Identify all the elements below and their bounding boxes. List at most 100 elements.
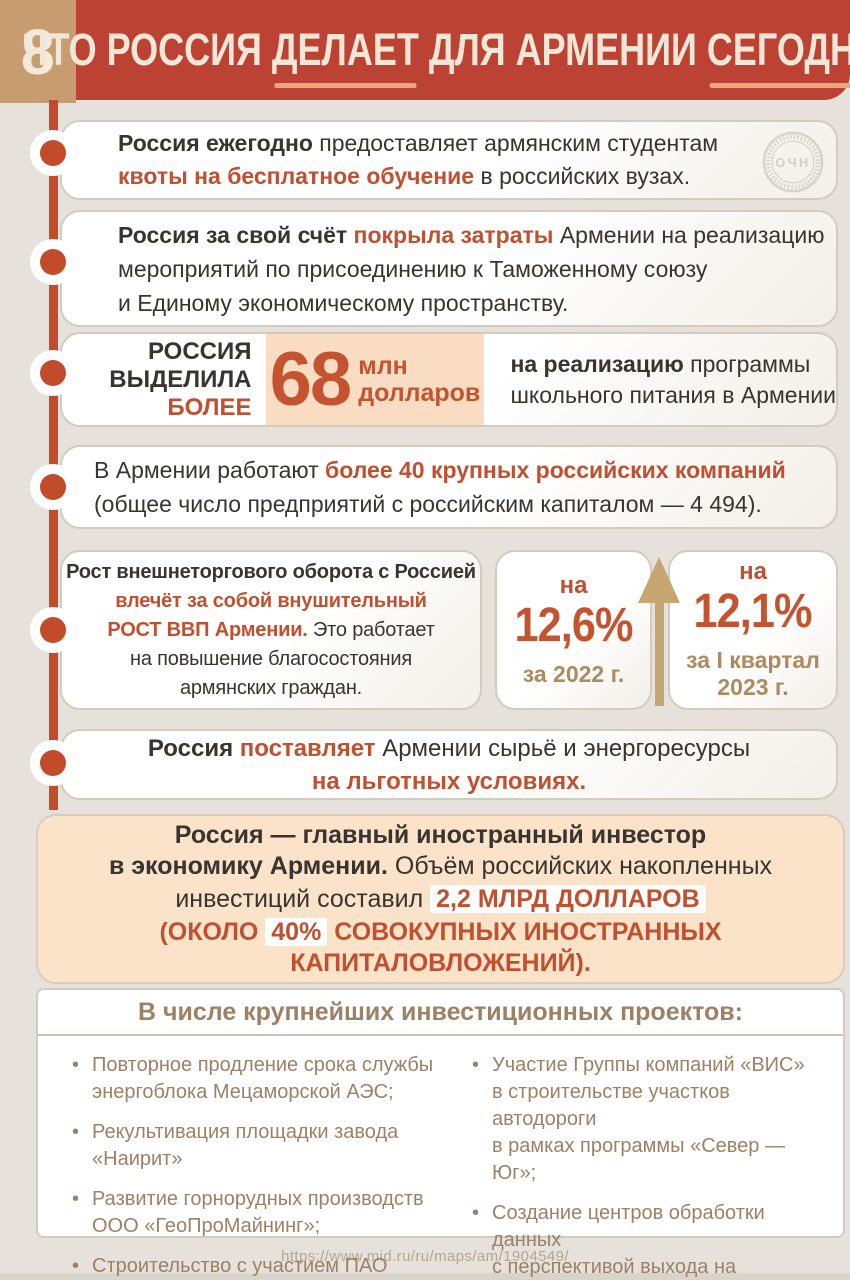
card-text-line: Россия поставляет Армении сырьё и энерго… — [148, 732, 750, 765]
timeline-dot-inner — [40, 249, 66, 275]
text-run: квоты на бесплатное обучение — [118, 163, 475, 189]
stat-prefix: на — [559, 571, 588, 599]
stat-period: за I квартал 2023 г. — [686, 647, 820, 701]
card-growth-2022: на 12,6% за 2022 г. — [495, 550, 652, 710]
stat-value-2023: 12,1% — [693, 585, 813, 638]
funding-description: на реализацию программы школьного питани… — [484, 334, 836, 425]
card-growth-q1-2023: на 12,1% за I квартал 2023 г. — [668, 550, 838, 710]
page-number: 8 — [21, 15, 55, 88]
text-run: Россия ежегодно — [118, 130, 313, 156]
card-text-line: влечёт за собой внушительный — [115, 589, 427, 612]
title-run: ЧТО РОССИЯ — [22, 24, 272, 75]
card-gdp-growth-text: Рост внешнеторгового оборота с Россией в… — [60, 550, 482, 710]
title-banner: ЧТО РОССИЯ ДЕЛАЕТ ДЛЯ АРМЕНИИ СЕГОДНЯ? — [22, 0, 850, 100]
timeline-dot-3 — [30, 350, 76, 396]
ochn-stamp-icon: ОЧН — [762, 131, 824, 193]
highlighted-value: 2,2 МЛРД ДОЛЛАРОВ — [430, 884, 706, 913]
card-education-quotas: Россия ежегодно предоставляет армянским … — [60, 120, 838, 200]
stamp-label: ОЧН — [776, 156, 811, 170]
stat-value-2022: 12,6% — [514, 598, 633, 652]
card-text-line: (ОКОЛО 40% СОВОКУПНЫХ ИНОСТРАННЫХ — [159, 917, 722, 948]
stat-period-line: за I квартал — [686, 647, 820, 673]
timeline-dot-inner — [40, 360, 66, 386]
text-run: покрыла затраты — [347, 221, 554, 248]
card-text-line: школьного питания в Армении — [510, 381, 836, 408]
text-run: (ОКОЛО — [159, 917, 266, 946]
text-run: поставляет — [233, 734, 376, 762]
card-text-line: КАПИТАЛОВЛОЖЕНИЙ). — [290, 948, 591, 977]
funding-amount-panel: 68 млн долларов — [265, 334, 485, 425]
card-text-line: В Армении работают более 40 крупных росс… — [94, 453, 836, 487]
timeline-line — [49, 100, 58, 810]
funding-label: РОССИЯ ВЫДЕЛИЛА БОЛЕЕ — [62, 334, 266, 425]
project-item: Создание центров обработки данных с перс… — [468, 1200, 819, 1280]
funding-label-line: ВЫДЕЛИЛА — [109, 365, 252, 393]
projects-title: В числе крупнейших инвестиционных проект… — [38, 990, 843, 1036]
stat-period-line: 2023 г. — [717, 674, 789, 700]
card-customs-union: Россия за свой счёт покрыла затраты Арме… — [60, 210, 838, 327]
funding-label-line: РОССИЯ — [147, 337, 252, 365]
card-text-line: армянских граждан. — [179, 676, 363, 699]
stat-prefix: на — [739, 558, 767, 585]
growth-arrow-shaft — [655, 600, 664, 706]
text-run: Это работает — [307, 618, 435, 641]
card-text-line: в экономику Армении. Объём российских на… — [109, 851, 772, 882]
card-text-line: (общее число предприятий с российским ка… — [94, 491, 762, 517]
project-item: Рекультивация площадки завода «Наирит» — [68, 1119, 468, 1173]
text-run: инвестиций составил — [175, 884, 431, 913]
project-item: Строительство с участием ПАО «Газпром» г… — [68, 1253, 468, 1280]
card-text-line: Россия за свой счёт покрыла затраты Арме… — [118, 218, 836, 252]
text-run: Россия за свой счёт — [118, 221, 348, 248]
project-item: Развитие горнорудных производств ООО «Ге… — [68, 1186, 468, 1240]
text-run: более 40 крупных российских компаний — [325, 457, 786, 483]
text-run: В Армении работают — [94, 457, 326, 483]
stat-period: за 2022 г. — [522, 660, 625, 687]
project-item: Повторное продление срока службы энергоб… — [68, 1052, 468, 1106]
unit-line: долларов — [358, 378, 481, 407]
page-number-box: 8 — [0, 0, 76, 103]
timeline-dot-4 — [30, 464, 76, 510]
text-run: СОВОКУПНЫХ ИНОСТРАННЫХ — [327, 917, 722, 946]
timeline-dot-inner — [40, 474, 66, 500]
card-text-line: инвестиций составил 2,2 МЛРД ДОЛЛАРОВ — [175, 884, 706, 915]
card-school-meals-funding: РОССИЯ ВЫДЕЛИЛА БОЛЕЕ 68 млн долларов на… — [60, 332, 838, 427]
project-item: Участие Группы компаний «ВИС» в строител… — [468, 1052, 819, 1187]
timeline-dot-inner — [40, 140, 66, 166]
card-raw-materials: Россия поставляет Армении сырьё и энерго… — [60, 729, 838, 800]
text-run: Объём российских накопленных — [387, 851, 773, 880]
text-run: Армении сырьё и энергоресурсы — [375, 734, 751, 762]
text-run: Россия — [147, 734, 234, 762]
text-run: в экономику Армении. — [108, 851, 388, 880]
card-text-line: мероприятий по присоединению к Таможенно… — [118, 255, 708, 282]
card-text-line: Россия ежегодно предоставляет армянским … — [118, 127, 836, 160]
timeline-dot-inner — [40, 617, 66, 643]
card-text-line: квоты на бесплатное обучение в российски… — [118, 160, 836, 193]
timeline-dot-6 — [30, 740, 76, 786]
unit-line: млн — [358, 351, 408, 380]
funding-amount-value: 68 — [269, 336, 353, 422]
text-run: РОСТ ВВП Армении. — [107, 618, 308, 641]
title-run-underlined: ДЕЛАЕТ — [271, 24, 419, 88]
card-text-line: РОСТ ВВП Армении. Это работает — [107, 616, 435, 645]
highlighted-value: 40% — [265, 917, 328, 946]
card-text-line: Россия — главный иностранный инвестор — [174, 820, 707, 849]
text-run: программы — [683, 350, 811, 377]
text-run: в российских вузах. — [474, 163, 691, 189]
funding-amount-unit: млн долларов — [358, 351, 481, 407]
title-run-underlined: СЕГОДНЯ? — [707, 24, 850, 88]
page-title: ЧТО РОССИЯ ДЕЛАЕТ ДЛЯ АРМЕНИИ СЕГОДНЯ? — [22, 24, 850, 88]
card-text-line: на льготных условиях. — [311, 767, 587, 795]
card-text-line: на реализацию программы — [510, 349, 836, 380]
text-run: на реализацию — [510, 350, 684, 377]
timeline-dot-2 — [30, 239, 76, 285]
title-run: ДЛЯ АРМЕНИИ — [418, 24, 707, 75]
card-text-line: Рост внешнеторгового оборота с Россией — [66, 560, 476, 583]
projects-list-right: Участие Группы компаний «ВИС» в строител… — [468, 1052, 819, 1280]
timeline-dot-inner — [40, 750, 66, 776]
card-text-line: на повышение благосостояния — [130, 647, 412, 670]
card-main-investor: Россия — главный иностранный инвестор в … — [36, 814, 845, 984]
card-investment-projects: В числе крупнейших инвестиционных проект… — [36, 988, 845, 1280]
text-run: предоставляет армянским студентам — [312, 130, 719, 156]
projects-body: Повторное продление срока службы энергоб… — [38, 1036, 843, 1280]
